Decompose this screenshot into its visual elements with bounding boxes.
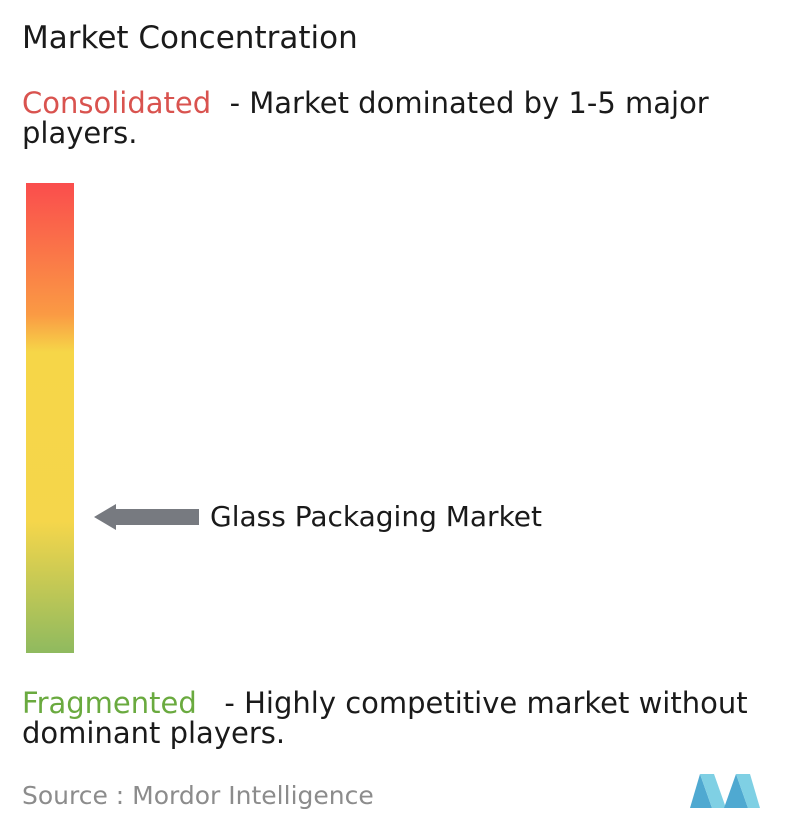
market-marker-label: Glass Packaging Market [210,499,542,533]
source-credit: Source : Mordor Intelligence [22,781,374,810]
concentration-gradient-bar [26,183,74,653]
consolidated-text: - Market dominated by 1-5 major players. [22,86,709,150]
consolidated-label: Consolidated [22,86,212,120]
fragmented-label: Fragmented [22,686,197,720]
mordor-intelligence-logo-icon [690,774,760,808]
market-position-arrow [94,503,199,530]
fragmented-description: Fragmented - Highly competitive market w… [22,688,792,748]
fragmented-text: - Highly competitive market without domi… [22,686,748,750]
consolidated-description: Consolidated - Market dominated by 1-5 m… [22,88,792,148]
chart-title: Market Concentration [22,20,358,56]
